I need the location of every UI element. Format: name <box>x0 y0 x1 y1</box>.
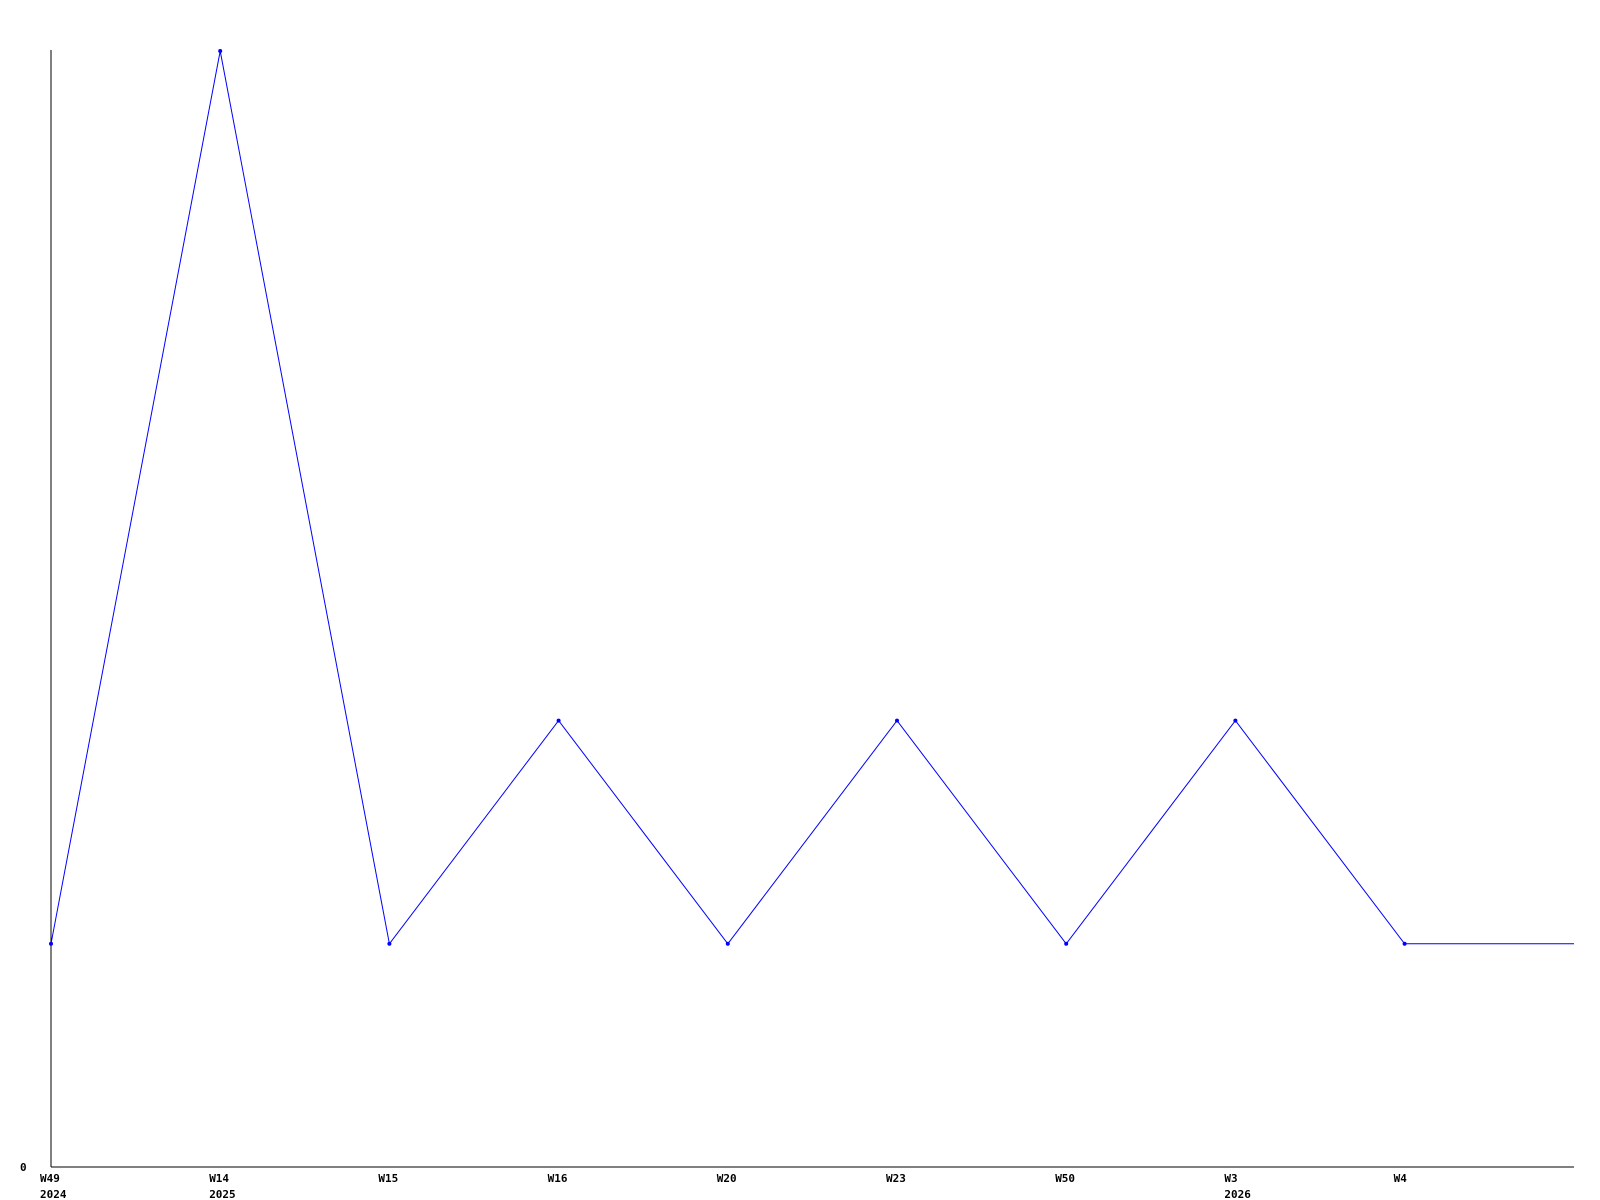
x-year-label-2026: 2026 <box>1224 1188 1251 1200</box>
data-point-w23 <box>895 718 899 723</box>
x-year-label-2024: 2024 <box>40 1188 67 1200</box>
data-point-w15 <box>387 941 392 946</box>
x-tick-label-w16: W16 <box>548 1172 568 1185</box>
x-tick-label-w15: W15 <box>378 1172 398 1185</box>
data-point-w3 <box>1233 718 1238 723</box>
x-tick-label-w49: W49 <box>40 1172 60 1185</box>
x-year-label-2025: 2025 <box>209 1188 236 1200</box>
x-tick-label-w20: W20 <box>717 1172 737 1185</box>
data-point-w50 <box>1064 941 1069 946</box>
series-line <box>50 50 1574 945</box>
x-tick-label-w4: W4 <box>1394 1172 1408 1185</box>
data-point-w20 <box>725 941 730 946</box>
y-tick-label-0: 0 <box>20 1161 27 1174</box>
data-point-w14 <box>218 49 223 53</box>
data-point-w49 <box>49 941 53 946</box>
data-point-w4 <box>1402 941 1407 946</box>
x-tick-label-w14: W14 <box>209 1172 229 1185</box>
x-tick-label-w3: W3 <box>1224 1172 1237 1185</box>
x-tick-label-w50: W50 <box>1055 1172 1075 1185</box>
data-point-w16 <box>556 718 561 723</box>
x-tick-label-w23: W23 <box>886 1172 906 1185</box>
